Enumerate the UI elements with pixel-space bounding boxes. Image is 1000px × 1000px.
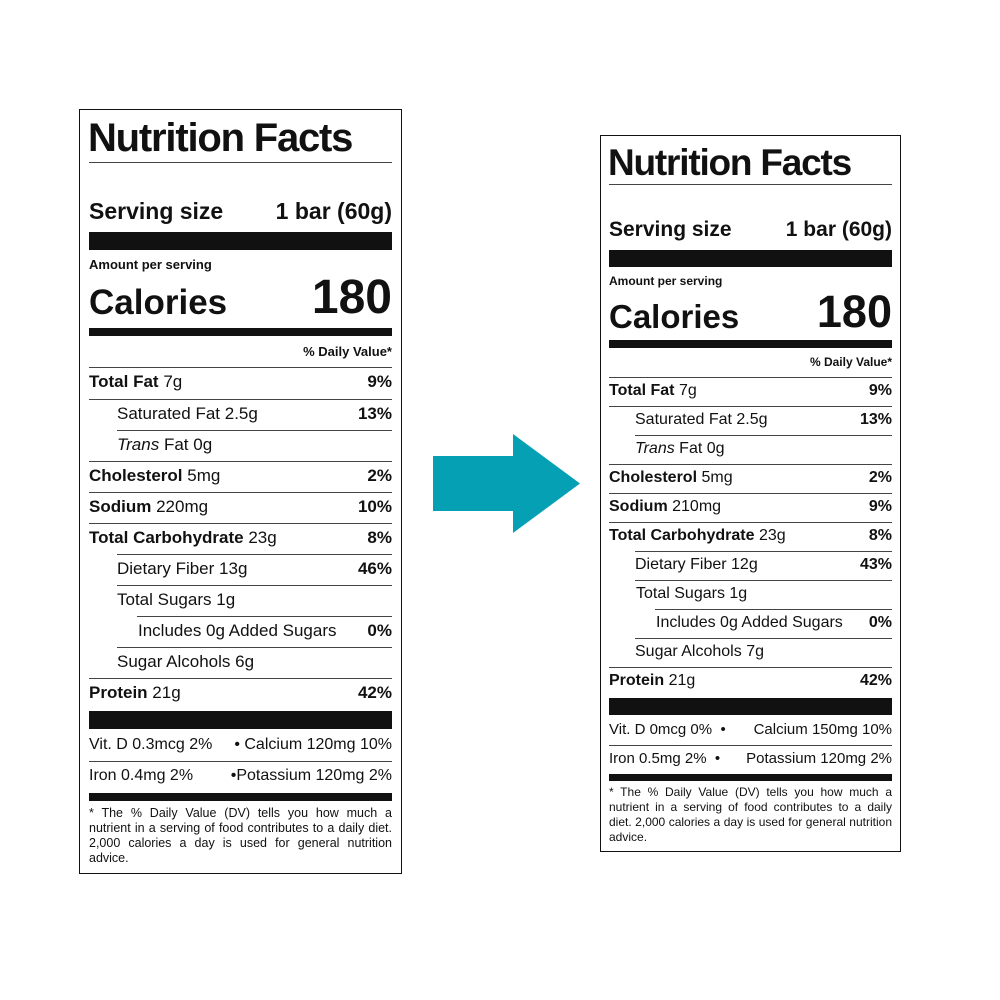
- calories-row: Calories 180: [89, 270, 392, 325]
- serving-size-row: Serving size 1 bar (60g): [89, 198, 392, 225]
- sodium-row: Sodium 220mg 10%: [89, 497, 392, 516]
- sugar-alcohols-row: Sugar Alcohols 7g: [635, 643, 764, 660]
- vitamin-row-1: Vit. D 0.3mcg 2% • Calcium 120mg 10%: [89, 736, 392, 753]
- nutrition-label-before: Nutrition Facts Serving size 1 bar (60g)…: [79, 109, 402, 874]
- right-arrow-icon: [433, 434, 580, 533]
- saturated-fat-row: Saturated Fat 2.5g 13%: [117, 404, 392, 423]
- total-fat-row: Total Fat 7g 9%: [89, 372, 392, 391]
- calories-label: Calories: [609, 297, 740, 335]
- serving-size-label: Serving size: [609, 218, 732, 241]
- serving-size-value: 1 bar (60g): [275, 198, 392, 224]
- serving-size-row: Serving size 1 bar (60g): [609, 218, 892, 242]
- amount-per-serving: Amount per serving: [609, 274, 723, 288]
- trans-fat-row: Trans Fat 0g: [117, 435, 213, 454]
- serving-size-value: 1 bar (60g): [785, 218, 892, 241]
- total-sugars-row: Total Sugars 1g: [636, 585, 748, 602]
- total-carbohydrate-row: Total Carbohydrate 23g 8%: [609, 527, 892, 544]
- sodium-row: Sodium 210mg 9%: [609, 498, 892, 515]
- serving-size-label: Serving size: [89, 198, 224, 224]
- saturated-fat-row: Saturated Fat 2.5g 13%: [635, 411, 892, 428]
- trans-fat-row: Trans Fat 0g: [635, 440, 725, 457]
- vitamin-row-2: Iron 0.5mg 2% • Potassium 120mg 2%: [609, 750, 892, 767]
- total-sugars-row: Total Sugars 1g: [117, 590, 236, 609]
- added-sugars-row: Includes 0g Added Sugars 0%: [138, 621, 392, 640]
- cholesterol-row: Cholesterol 5mg 2%: [89, 466, 392, 485]
- cholesterol-row: Cholesterol 5mg 2%: [609, 469, 892, 486]
- total-fat-row: Total Fat 7g 9%: [609, 382, 892, 399]
- calories-row: Calories 180: [609, 286, 892, 338]
- dietary-fiber-row: Dietary Fiber 12g 43%: [635, 556, 892, 573]
- calories-value: 180: [311, 271, 392, 324]
- protein-row: Protein 21g 42%: [609, 672, 892, 689]
- vitamin-row-2: Iron 0.4mg 2% •Potassium 120mg 2%: [89, 767, 392, 784]
- label-title: Nutrition Facts: [608, 142, 852, 183]
- calories-value: 180: [816, 286, 892, 337]
- dietary-fiber-row: Dietary Fiber 13g 46%: [117, 559, 392, 578]
- total-carbohydrate-row: Total Carbohydrate 23g 8%: [89, 528, 392, 547]
- label-title: Nutrition Facts: [88, 116, 353, 160]
- total-fat-dv: 9%: [367, 372, 392, 391]
- vitamin-row-1: Vit. D 0mcg 0% • Calcium 150mg 10%: [609, 721, 892, 738]
- amount-per-serving: Amount per serving: [89, 257, 212, 272]
- added-sugars-row: Includes 0g Added Sugars 0%: [656, 614, 892, 631]
- daily-value-header: % Daily Value*: [303, 344, 392, 359]
- daily-value-header: % Daily Value*: [809, 355, 892, 369]
- protein-row: Protein 21g 42%: [89, 683, 392, 702]
- sugar-alcohols-row: Sugar Alcohols 6g: [117, 652, 255, 671]
- nutrition-label-after: Nutrition Facts Serving size 1 bar (60g)…: [600, 135, 901, 852]
- footnote: * The % Daily Value (DV) tells you how m…: [89, 806, 392, 865]
- footnote: * The % Daily Value (DV) tells you how m…: [609, 785, 892, 844]
- calories-label: Calories: [89, 282, 228, 322]
